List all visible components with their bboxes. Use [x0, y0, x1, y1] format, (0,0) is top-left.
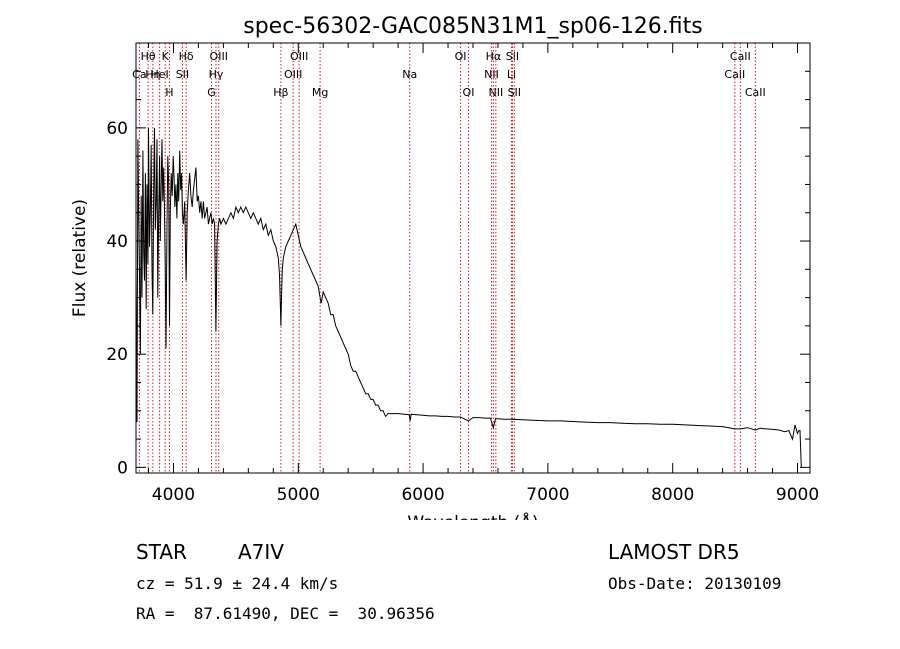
- ref-line-label: Hα: [486, 50, 502, 63]
- object-class: STAR: [136, 540, 187, 564]
- plot-frame: [135, 42, 811, 474]
- ref-line-label: CaII: [730, 50, 751, 63]
- y-tick-label: 0: [117, 458, 128, 478]
- y-tick-label: 40: [106, 232, 128, 252]
- x-tick-label: 6000: [401, 485, 444, 505]
- ref-line-label: Li: [507, 68, 516, 81]
- ref-line-label: Na: [402, 68, 417, 81]
- ra-dec: RA = 87.61490, DEC = 30.96356: [136, 604, 435, 623]
- ref-line-label: CaII: [724, 68, 745, 81]
- chart-title: spec-56302-GAC085N31M1_sp06-126.fits: [243, 14, 703, 39]
- ref-line-label: Hη: [145, 68, 160, 81]
- x-tick-label: 7000: [526, 485, 569, 505]
- ref-line-label: HeI: [150, 68, 168, 81]
- x-tick-label: 4000: [152, 485, 195, 505]
- x-tick-label: 8000: [651, 485, 694, 505]
- spectrum-chart: spec-56302-GAC085N31M1_sp06-126.fits CaH…: [70, 14, 819, 520]
- ref-line-label: NII: [484, 68, 499, 81]
- ref-line-label: SII: [176, 68, 189, 81]
- ref-line-label: OIII: [290, 50, 308, 63]
- ref-line-label: G: [207, 86, 216, 99]
- y-tick-label: 60: [106, 119, 128, 139]
- object-subclass: A7IV: [238, 540, 284, 564]
- obs-date: Obs-Date: 20130109: [608, 574, 782, 593]
- ref-line-label: Hθ: [141, 50, 156, 63]
- ref-line-label: Mg: [312, 86, 328, 99]
- y-axis-label: Flux (relative): [70, 199, 90, 317]
- x-tick-label: 9000: [776, 485, 819, 505]
- reference-lines: CaHθHηHeIKHSIIHδHγGOIIIHβOIIIOIIIMgNaOIO…: [132, 43, 766, 473]
- x-tick-label: 5000: [277, 485, 320, 505]
- survey-name: LAMOST DR5: [608, 540, 740, 564]
- ref-line-label: SII: [506, 50, 519, 63]
- axes: 4000 5000 6000 7000 8000 9000 0 20 40 60: [106, 43, 819, 505]
- ref-line-label: NII: [488, 86, 503, 99]
- ref-line-label: OI: [463, 86, 475, 99]
- spectrum-line: [135, 127, 802, 468]
- ref-line-label: Hδ: [179, 50, 194, 63]
- ref-line-label: SII: [508, 86, 521, 99]
- ref-line-label: Hβ: [273, 86, 288, 99]
- ref-line-label: OI: [455, 50, 467, 63]
- ref-line-label: OIII: [284, 68, 302, 81]
- ref-line-label: Hγ: [209, 68, 224, 81]
- ref-line-label: OIII: [210, 50, 228, 63]
- ref-line-label: K: [162, 50, 170, 63]
- y-tick-label: 20: [106, 345, 128, 365]
- ref-line-label: CaII: [745, 86, 766, 99]
- x-axis-label: Wavelength (Å): [407, 511, 538, 520]
- redshift-cz: cz = 51.9 ± 24.4 km/s: [136, 574, 339, 593]
- series-layer: [135, 127, 802, 468]
- ref-line-label: H: [165, 86, 173, 99]
